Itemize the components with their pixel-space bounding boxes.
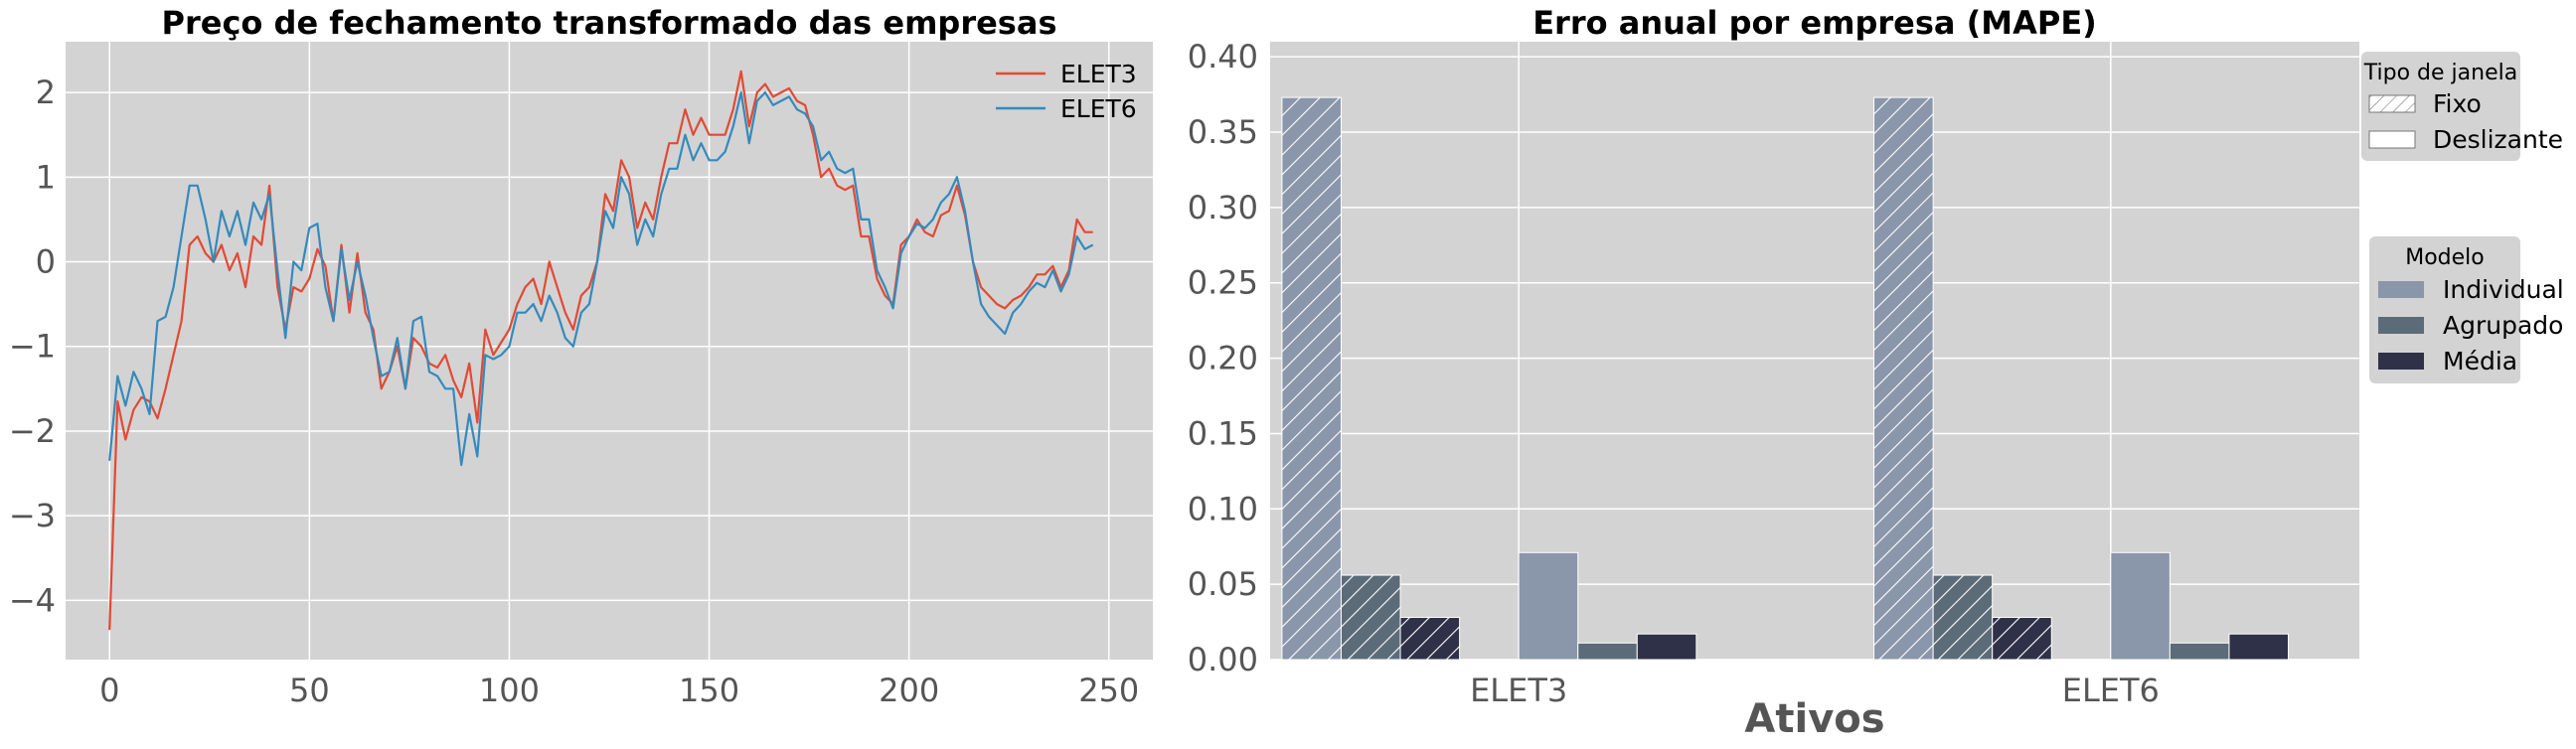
bar-elet6-deslizante-individual (2110, 551, 2171, 661)
x-tick-label: 50 (289, 672, 330, 709)
legend-label-agrupado: Agrupado (2443, 311, 2563, 340)
bar-chart-x-ticks: ELET3 ELET6 (1470, 672, 2160, 709)
bar-chart: 0.00 0.05 0.10 0.15 0.20 0.25 0.30 0.35 0.40 ELE… (1188, 4, 2564, 742)
x-tick-label: 150 (679, 672, 739, 709)
x-tick-label: 250 (1078, 672, 1139, 709)
line-chart-series (108, 70, 1094, 631)
bar-elet3-deslizante-individual (1518, 551, 1579, 661)
bar-chart-x-axis-label: Ativos (1744, 696, 1884, 742)
legend-label-media: Média (2443, 347, 2517, 375)
x-tick-label: 200 (879, 672, 939, 709)
line-chart: 0 50 100 150 200 250 2 1 0 −1 −2 −3 −4 Preço de fec… (9, 4, 1153, 709)
y-tick-label: −4 (9, 581, 56, 619)
line-chart-title: Preço de fechamento transformado das emp… (162, 4, 1057, 42)
y-tick-label: 1 (36, 158, 56, 196)
legend-model: Modelo Individual Agrupado Média (2369, 236, 2564, 383)
y-tick-label: −2 (9, 412, 56, 450)
bar-elet3-deslizante-media (1636, 633, 1697, 661)
legend-label-individual: Individual (2443, 275, 2564, 304)
legend-swatch-agrupado (2378, 317, 2424, 334)
line-plot-area (66, 42, 1153, 660)
legend-model-title: Modelo (2405, 245, 2485, 270)
y-tick-label: 0.20 (1188, 340, 1258, 377)
y-tick-label: −1 (9, 328, 56, 366)
bar-elet6-fixo-media-hatch (1992, 617, 2052, 660)
x-tick-label-elet6: ELET6 (2062, 672, 2160, 709)
legend-label-fixo: Fixo (2433, 89, 2482, 118)
legend-label-deslizante: Deslizante (2433, 125, 2563, 154)
bar-elet6-deslizante-media (2228, 633, 2290, 661)
x-tick-label: 0 (99, 672, 119, 709)
legend-swatch-media (2378, 353, 2424, 370)
legend-swatch-deslizante (2368, 130, 2416, 149)
bar-plot-area (1270, 42, 2359, 660)
y-tick-label: 0.10 (1188, 490, 1258, 527)
series-line-elet6 (108, 91, 1094, 467)
y-tick-label: 0 (36, 243, 56, 281)
line-chart-grid (66, 42, 1153, 660)
legend-swatch-individual (2378, 281, 2424, 298)
bar-chart-bars (1281, 96, 2290, 661)
bar-elet3-fixo-media-hatch (1400, 617, 1460, 660)
y-tick-label: 0.30 (1188, 189, 1258, 226)
y-tick-label: 0.40 (1188, 38, 1258, 75)
bar-chart-y-ticks: 0.00 0.05 0.10 0.15 0.20 0.25 0.30 0.35 0.40 (1188, 38, 1258, 678)
y-tick-label: 0.35 (1188, 113, 1258, 151)
bar-elet6-deslizante-agrupado (2169, 642, 2230, 661)
legend-label-elet6: ELET6 (1060, 94, 1137, 123)
y-tick-label: 0.00 (1188, 641, 1258, 678)
line-chart-x-ticks: 0 50 100 150 200 250 (99, 672, 1139, 709)
bar-elet6-fixo-agrupado-hatch (1933, 575, 1993, 660)
bar-elet6-fixo-individual-hatch (1873, 97, 1934, 660)
y-tick-label: 0.25 (1188, 264, 1258, 302)
y-tick-label: 0.15 (1188, 414, 1258, 452)
y-tick-label: 2 (36, 74, 56, 111)
y-tick-label: 0.05 (1188, 565, 1258, 603)
legend-swatch-fixo-hatch (2369, 95, 2415, 112)
legend-window-title: Tipo de janela (2363, 61, 2517, 85)
legend-model-box (2369, 236, 2520, 383)
x-tick-label: 100 (479, 672, 540, 709)
line-chart-legend: ELET3 ELET6 (996, 60, 1137, 123)
x-tick-label-elet3: ELET3 (1470, 672, 1567, 709)
legend-label-elet3: ELET3 (1060, 60, 1137, 88)
bar-chart-grid (1270, 42, 2359, 661)
bar-chart-title: Erro anual por empresa (MAPE) (1532, 4, 2097, 42)
bar-elet3-fixo-agrupado-hatch (1341, 575, 1401, 660)
y-tick-label: −3 (9, 497, 56, 534)
line-chart-y-ticks: 2 1 0 −1 −2 −3 −4 (9, 74, 56, 619)
legend-window-type: Tipo de janela Fixo Deslizante (2361, 52, 2563, 161)
bar-elet3-deslizante-agrupado (1577, 642, 1638, 661)
bar-elet3-fixo-individual-hatch (1281, 97, 1342, 660)
